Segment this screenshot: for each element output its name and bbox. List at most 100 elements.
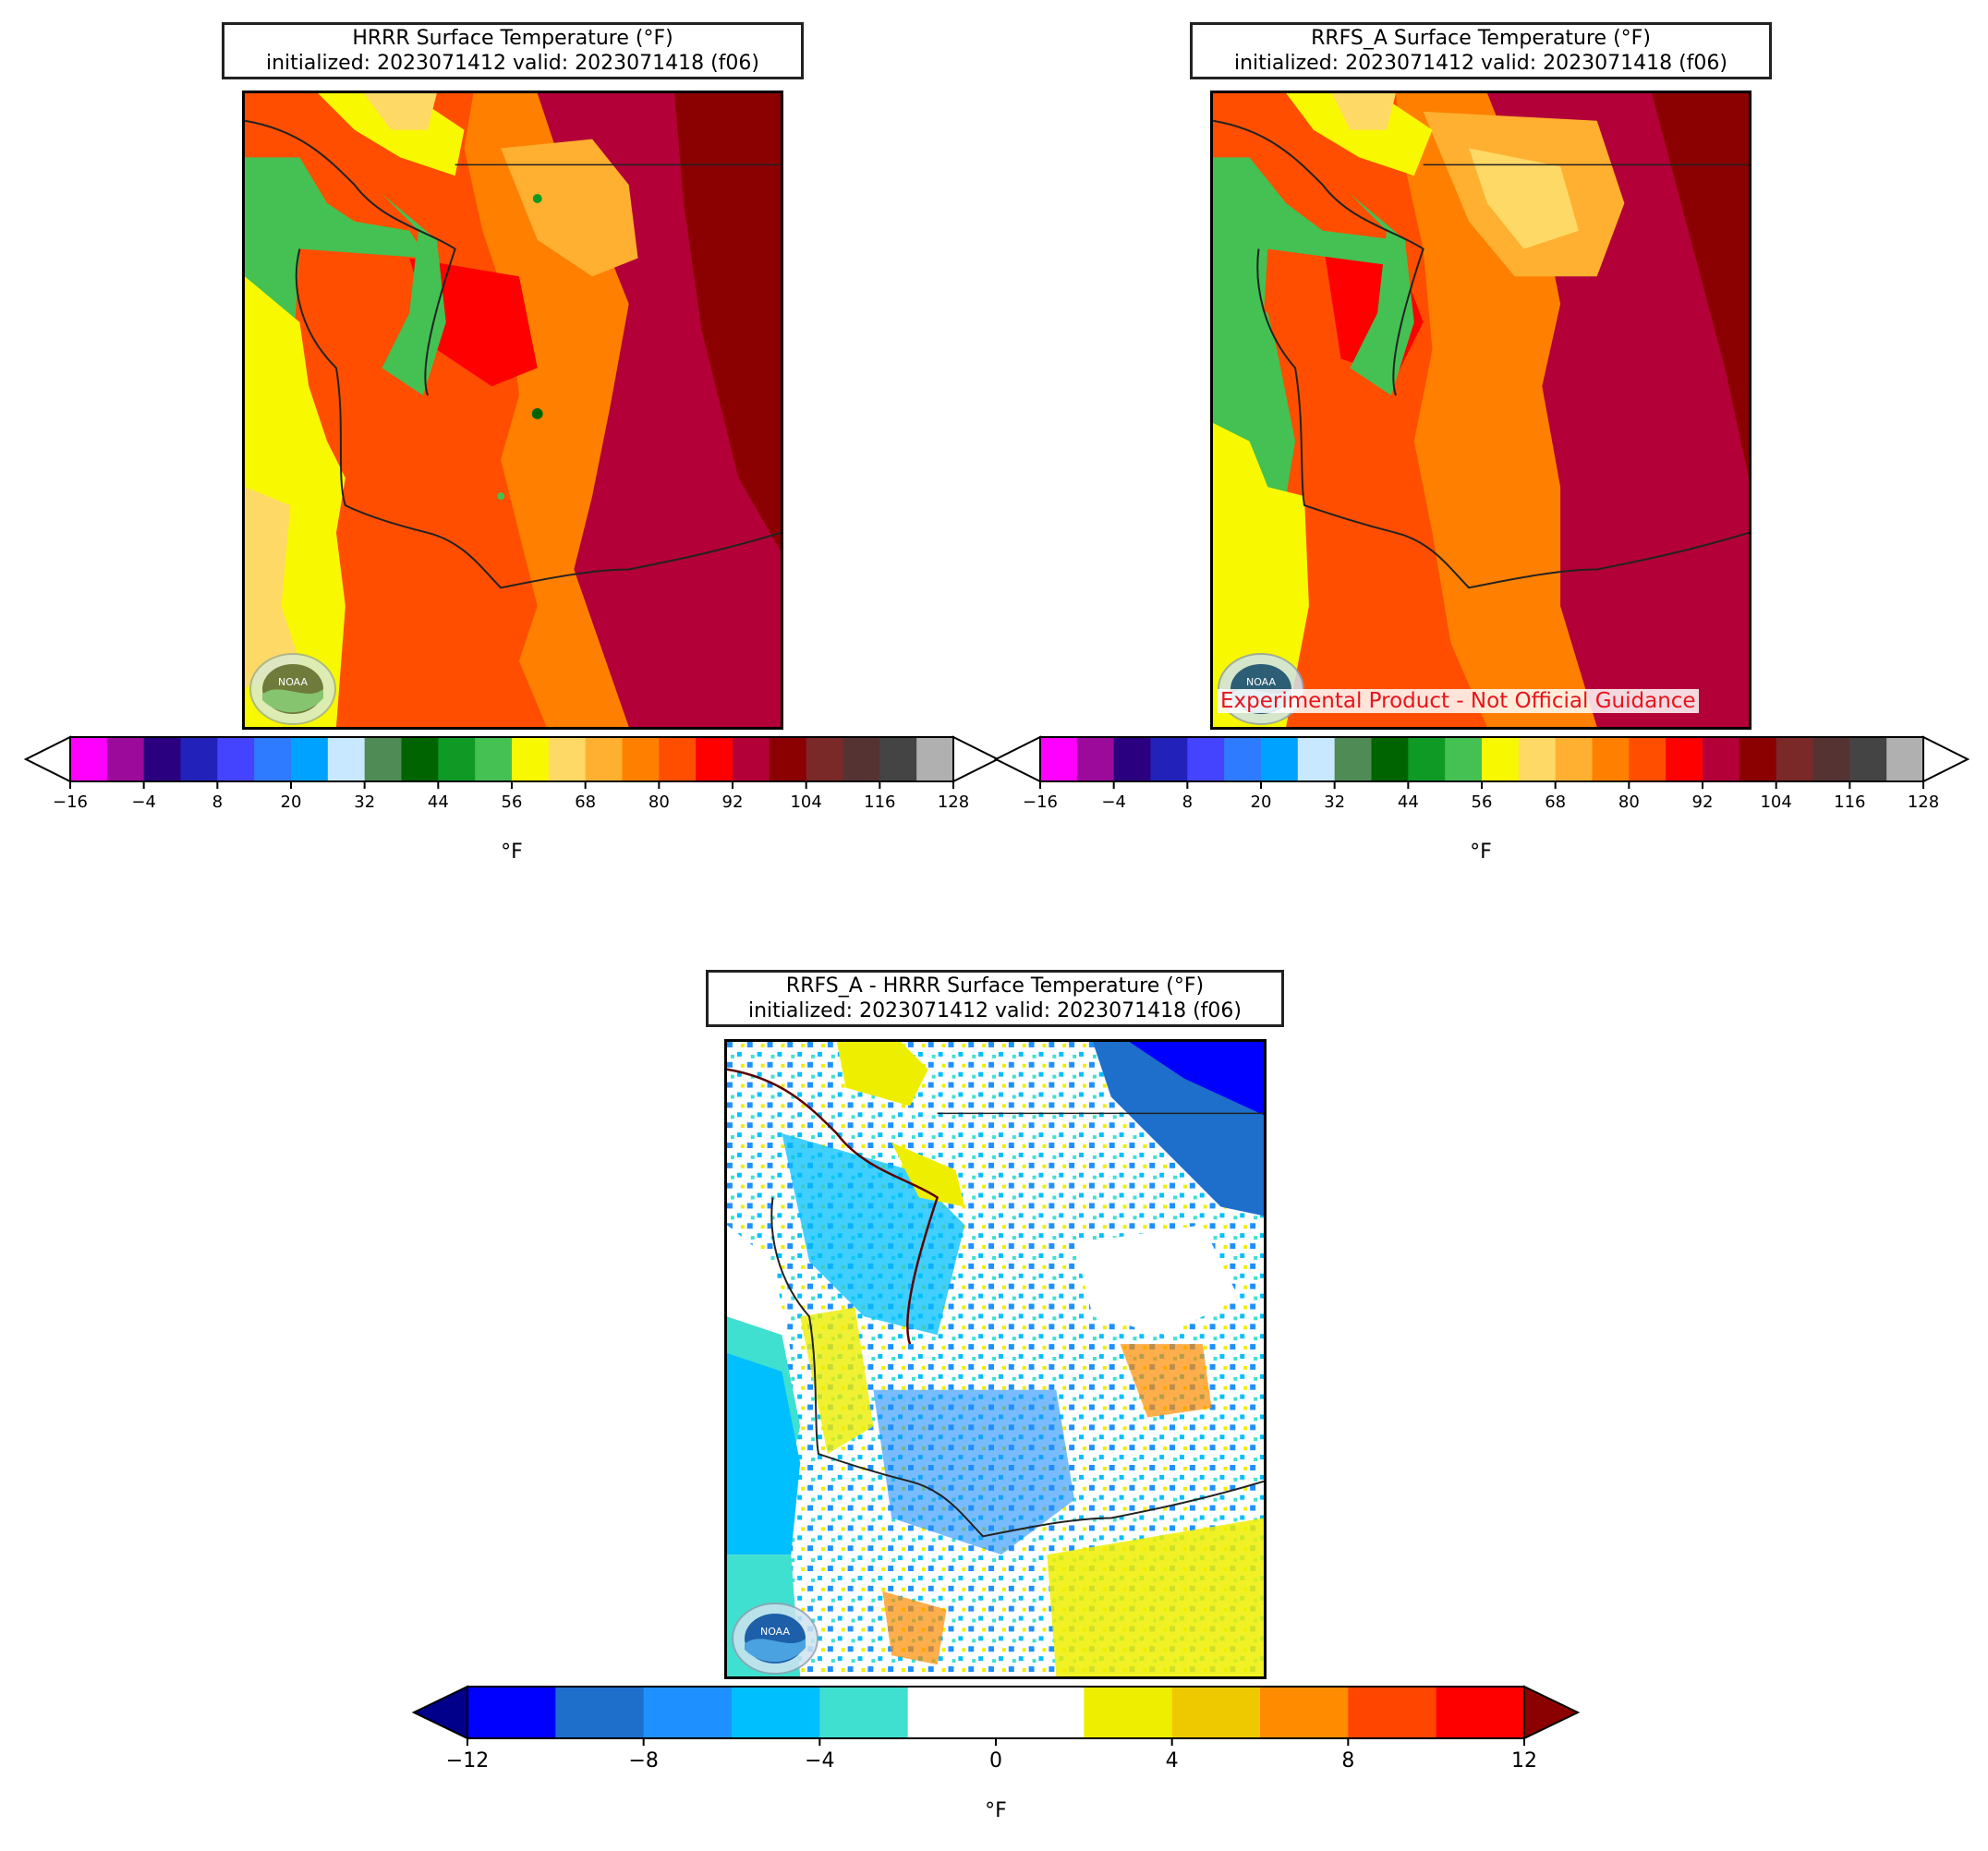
colorbar-swatch — [1297, 737, 1336, 781]
rrfs-temperature-colorbar — [993, 735, 1970, 789]
hrrr-title-line1: HRRR Surface Temperature (°F) — [352, 27, 673, 50]
colorbar-swatch — [143, 737, 181, 781]
colorbar-swatch — [1113, 737, 1151, 781]
colorbar-tick-label: −16 — [1023, 792, 1058, 812]
colorbar-swatch — [1187, 737, 1225, 781]
rrfs-title: RRFS_A Surface Temperature (°F) initiali… — [1190, 22, 1772, 79]
colorbar-swatch — [1776, 737, 1813, 781]
colorbar-swatch — [364, 737, 402, 781]
noaa-logo-1: NOAA — [246, 652, 340, 726]
colorbar-tick-label: 32 — [1324, 792, 1346, 812]
colorbar-swatch — [879, 737, 917, 781]
colorbar-swatch — [769, 737, 807, 781]
colorbar-tick-label: 20 — [280, 792, 302, 812]
colorbar-swatch — [1849, 737, 1887, 781]
colorbar-swatch — [1666, 737, 1703, 781]
colorbar-swatch — [916, 737, 954, 781]
colorbar-tick-label: 44 — [1397, 792, 1419, 812]
colorbar-swatch — [555, 1687, 645, 1738]
colorbar-over-arrow — [952, 735, 1000, 783]
hrrr-colorbar-unit: °F — [501, 841, 523, 864]
colorbar-swatch — [401, 737, 439, 781]
colorbar-tick-label: 32 — [354, 792, 376, 812]
colorbar-swatch — [70, 737, 108, 781]
colorbar-swatch — [732, 1687, 820, 1738]
colorbar-tick-label: 68 — [575, 792, 597, 812]
rrfs-temperature-map[interactable] — [1210, 91, 1752, 730]
rrfs-title-line1: RRFS_A Surface Temperature (°F) — [1311, 27, 1651, 50]
colorbar-swatch — [254, 737, 292, 781]
colorbar-tick-label: 8 — [1341, 1749, 1355, 1772]
colorbar-over-arrow — [1922, 735, 1970, 783]
colorbar-tick-label: 4 — [1165, 1749, 1179, 1772]
colorbar-swatch — [1592, 737, 1630, 781]
difference-map[interactable] — [724, 1039, 1267, 1679]
colorbar-swatch — [1703, 737, 1740, 781]
colorbar-tick-label: 92 — [721, 792, 744, 812]
svg-text:NOAA: NOAA — [278, 676, 309, 688]
hrrr-title-line2: initialized: 2023071412 valid: 202307141… — [266, 52, 759, 75]
colorbar-swatch — [1348, 1687, 1437, 1738]
difference-colorbar — [411, 1685, 1581, 1746]
hrrr-temperature-colorbar — [23, 735, 1000, 789]
difference-colorbar-unit: °F — [985, 1799, 1007, 1822]
noaa-logo-3: NOAA — [728, 1602, 822, 1676]
svg-text:NOAA: NOAA — [760, 1626, 791, 1638]
colorbar-tick-label: 0 — [989, 1749, 1002, 1772]
colorbar-swatch — [438, 737, 476, 781]
hrrr-temperature-map[interactable] — [242, 91, 783, 730]
colorbar-swatch — [1040, 737, 1078, 781]
colorbar-tick-label: 12 — [1511, 1749, 1537, 1772]
colorbar-swatch — [106, 737, 145, 781]
colorbar-under-arrow — [993, 735, 1041, 783]
colorbar-swatch — [1260, 1687, 1349, 1738]
colorbar-swatch — [1436, 1687, 1525, 1738]
colorbar-under-arrow — [411, 1685, 468, 1740]
colorbar-swatch — [512, 737, 550, 781]
colorbar-tick-label: −16 — [53, 792, 88, 812]
colorbar-tick-label: 128 — [937, 792, 970, 812]
colorbar-tick-label: −12 — [445, 1749, 490, 1772]
colorbar-swatch — [1629, 737, 1667, 781]
colorbar-swatch — [1150, 737, 1188, 781]
colorbar-tick-label: 8 — [212, 792, 224, 812]
colorbar-swatch — [467, 1687, 556, 1738]
colorbar-swatch — [1171, 1687, 1261, 1738]
colorbar-swatch — [1445, 737, 1483, 781]
colorbar-swatch — [180, 737, 218, 781]
colorbar-tick-label: 116 — [1834, 792, 1866, 812]
colorbar-tick-label: 104 — [790, 792, 822, 812]
colorbar-tick-label: 20 — [1250, 792, 1272, 812]
diff-title-line1: RRFS_A - HRRR Surface Temperature (°F) — [785, 974, 1205, 998]
colorbar-swatch — [475, 737, 513, 781]
colorbar-swatch — [548, 737, 587, 781]
diff-title-line2: initialized: 2023071412 valid: 202307141… — [748, 999, 1242, 1022]
colorbar-swatch — [643, 1687, 733, 1738]
svg-text:NOAA: NOAA — [1246, 676, 1277, 688]
colorbar-swatch — [1084, 1687, 1173, 1738]
colorbar-swatch — [291, 737, 329, 781]
colorbar-swatch — [1334, 737, 1372, 781]
colorbar-swatch — [659, 737, 697, 781]
colorbar-tick-label: 56 — [501, 792, 523, 812]
colorbar-swatch — [585, 737, 623, 781]
colorbar-tick-label: 68 — [1545, 792, 1567, 812]
colorbar-swatch — [1261, 737, 1299, 781]
colorbar-tick-label: 104 — [1760, 792, 1792, 812]
colorbar-swatch — [733, 737, 770, 781]
diff-title: RRFS_A - HRRR Surface Temperature (°F) i… — [706, 970, 1284, 1027]
colorbar-swatch — [1518, 737, 1557, 781]
colorbar-tick-label: 80 — [1618, 792, 1640, 812]
hrrr-title: HRRR Surface Temperature (°F) initialize… — [222, 22, 804, 79]
colorbar-swatch — [327, 737, 366, 781]
colorbar-swatch — [907, 1687, 997, 1738]
colorbar-swatch — [1224, 737, 1262, 781]
colorbar-swatch — [842, 737, 880, 781]
difference-colorbar-swatches — [411, 1685, 1581, 1746]
rrfs-title-line2: initialized: 2023071412 valid: 202307141… — [1234, 52, 1727, 75]
colorbar-swatch — [217, 737, 255, 781]
colorbar-swatch — [1555, 737, 1593, 781]
colorbar-tick-label: 8 — [1182, 792, 1194, 812]
rrfs-colorbar-unit: °F — [1470, 841, 1492, 864]
colorbar-tick-label: −8 — [628, 1749, 659, 1772]
